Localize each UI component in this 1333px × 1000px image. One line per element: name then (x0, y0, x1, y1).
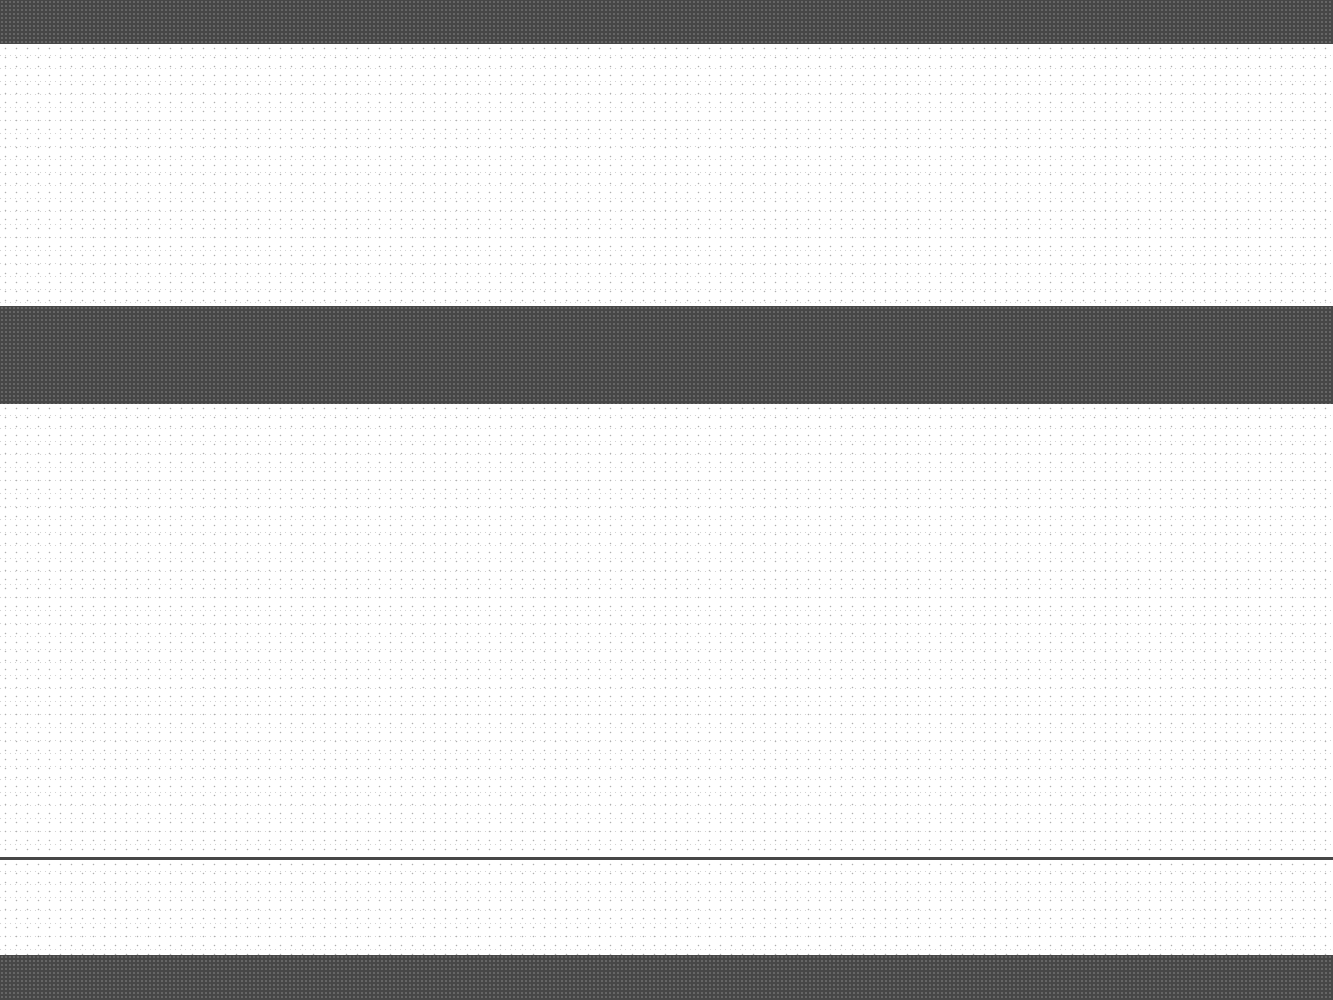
light-band-bottom (0, 860, 1333, 955)
dark-band-middle (0, 306, 1333, 404)
light-band-upper (0, 44, 1333, 306)
light-band-lower (0, 404, 1333, 857)
horizontal-divider (0, 857, 1333, 860)
dark-band-top (0, 0, 1333, 44)
dark-band-bottom (0, 955, 1333, 1000)
